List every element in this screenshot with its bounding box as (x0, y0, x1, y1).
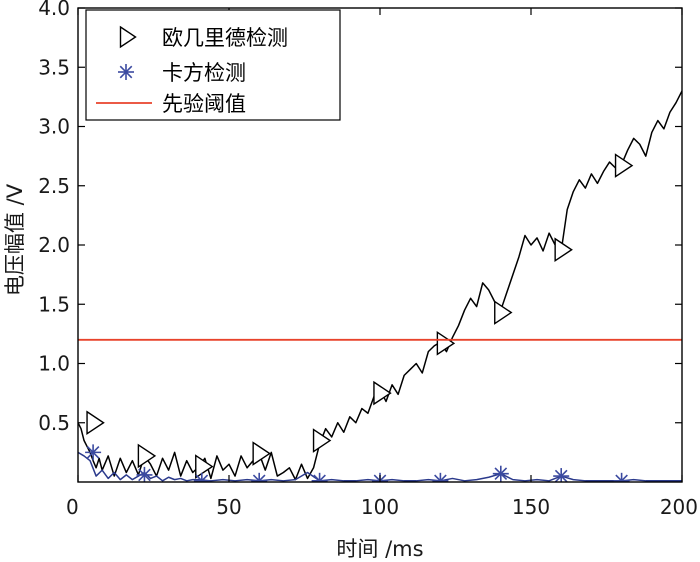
chi-marker-1 (136, 466, 153, 482)
plot-clipped (78, 90, 682, 482)
y-tick-label: 1.0 (38, 352, 70, 376)
chi-marker-6 (432, 472, 449, 482)
x-axis-title: 时间 /ms (336, 537, 423, 561)
chi-marker-9 (613, 472, 630, 482)
x-tick-label: 100 (361, 495, 399, 519)
chi-marker-3 (251, 472, 268, 482)
euclid-marker-3 (252, 441, 271, 466)
chi-marker-7 (492, 465, 509, 482)
y-tick-label: 2.0 (38, 233, 70, 257)
chi-marker-0 (85, 444, 102, 461)
x-tick-label: 200 (660, 495, 698, 519)
axes: 0.5 1.0 1.5 2.0 2.5 3.0 3.5 4.0 0 50 100 150 200 (38, 0, 698, 519)
chi-marker-1-stroke (138, 468, 151, 482)
x-tick-label: 0 (66, 495, 79, 519)
y-tick-label: 0.5 (38, 411, 70, 435)
chi-marker-8-stroke (554, 469, 568, 482)
legend-item-0: 欧几里德检测 (119, 25, 288, 50)
legend-item-2: 先验阈值 (96, 92, 246, 116)
plot-area (78, 90, 682, 482)
chi-marker-6-stroke (438, 474, 447, 482)
legend-box (85, 9, 341, 121)
y-tick-label: 3.0 (38, 115, 70, 139)
y-tick-label: 4.0 (38, 0, 70, 20)
chi-marker-7-stroke (494, 467, 508, 481)
legend-asterisk-icon (118, 64, 134, 80)
euclid-marker-4 (312, 428, 332, 453)
y-axis-title: 电压幅值 /V (3, 183, 27, 296)
legend-triangle-icon (119, 25, 137, 49)
chi-marker-0-stroke (86, 446, 100, 459)
euclid-marker-8 (554, 237, 573, 263)
series-line-0 (78, 90, 682, 481)
chi-marker-9-stroke (619, 474, 628, 482)
chi-marker-4-stroke (317, 474, 326, 482)
euclid-marker-9 (614, 153, 634, 178)
chi-marker-2 (193, 472, 210, 482)
chi-marker-2-stroke (199, 474, 209, 482)
legend-item-1: 卡方检测 (118, 61, 246, 85)
euclid-marker-5 (373, 380, 392, 406)
euclid-marker-2 (195, 454, 214, 479)
euclid-marker-7 (494, 300, 513, 325)
chi-marker-3-stroke (256, 474, 266, 482)
y-tick-label: 1.5 (38, 292, 70, 316)
euclid-marker-0 (86, 410, 105, 436)
legend-label: 卡方检测 (162, 61, 246, 85)
x-tick-label: 50 (216, 495, 241, 519)
legend-asterisk-icon-stroke (119, 65, 133, 79)
legend-label: 先验阈值 (162, 92, 246, 116)
x-tick-label: 150 (512, 495, 550, 519)
euclid-marker-1 (137, 443, 157, 469)
y-tick-label: 3.5 (38, 55, 70, 79)
y-tick-label: 2.5 (38, 174, 70, 198)
euclid-marker-6 (436, 331, 456, 356)
chi-marker-4 (311, 472, 328, 482)
legend-label: 欧几里德检测 (162, 26, 288, 50)
